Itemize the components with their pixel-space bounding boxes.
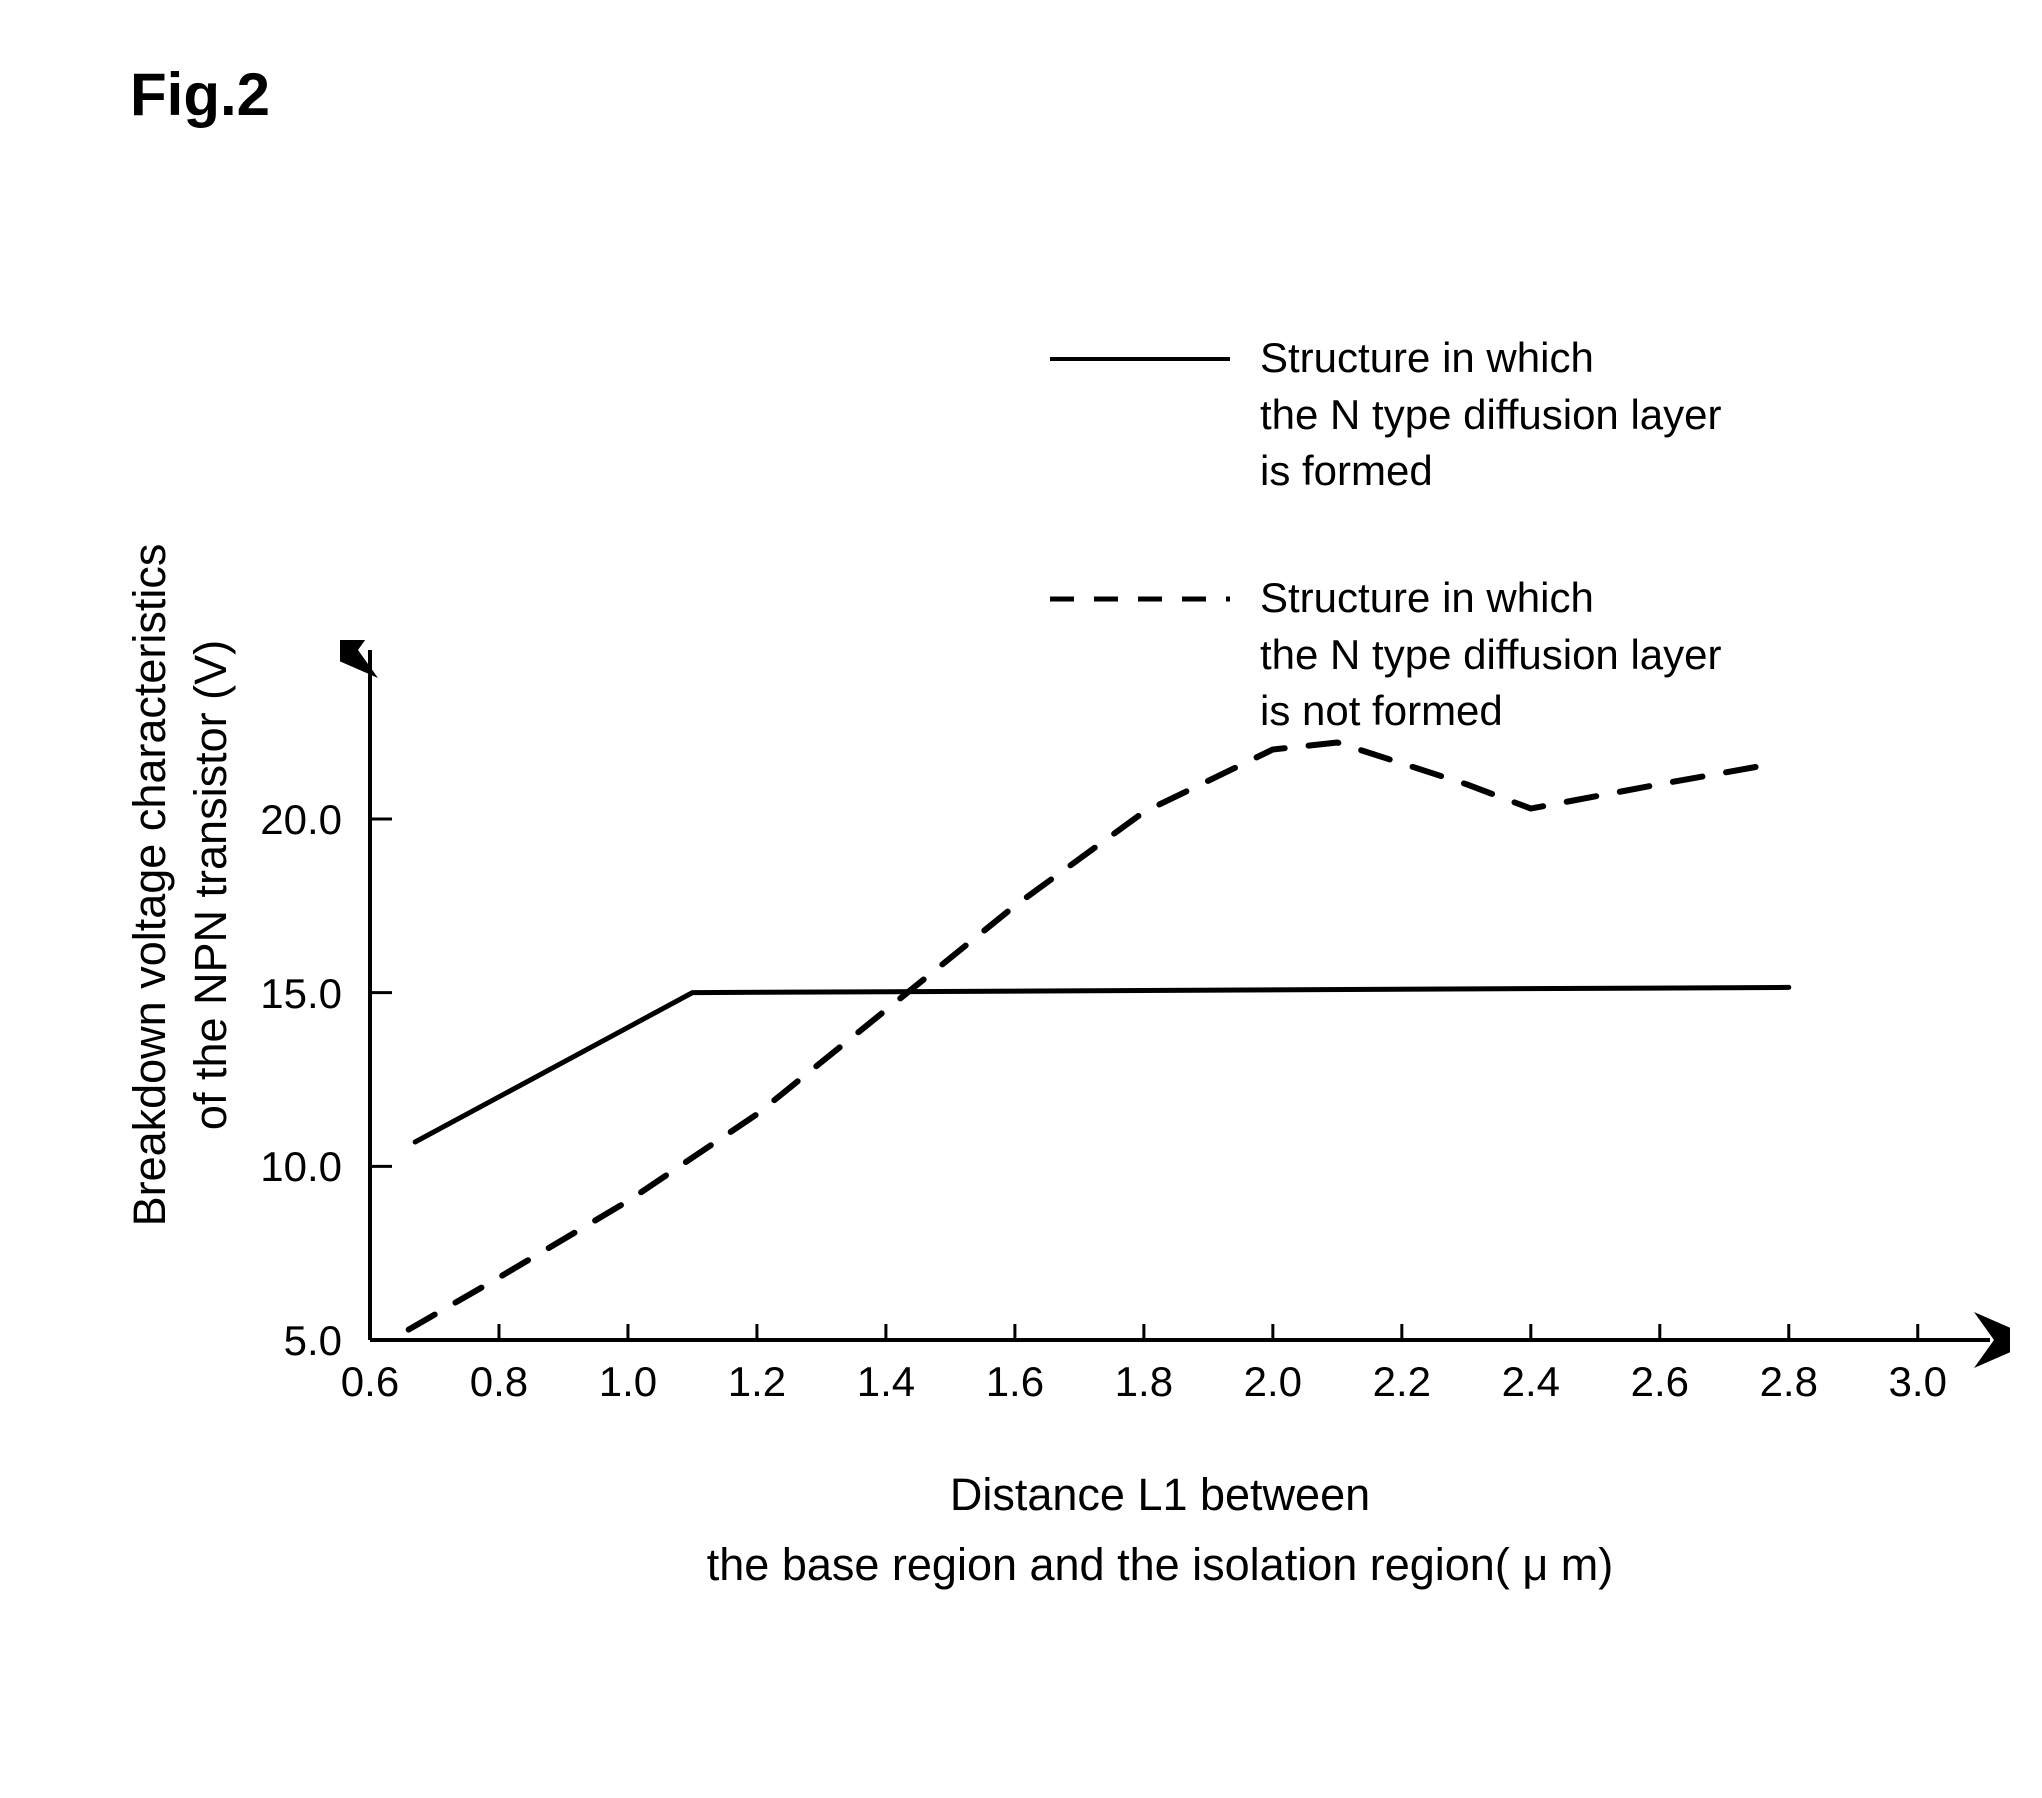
figure-title: Fig.2 xyxy=(130,60,270,129)
axis-tick-label: 2.6 xyxy=(1631,1358,1689,1406)
axis-tick-label: 1.6 xyxy=(986,1358,1044,1406)
axis-tick-label: 2.2 xyxy=(1373,1358,1431,1406)
axis-tick-label: 1.2 xyxy=(728,1358,786,1406)
axis-tick-label: 1.4 xyxy=(857,1358,915,1406)
axis-tick-label: 0.8 xyxy=(470,1358,528,1406)
axis-tick-label: 1.8 xyxy=(1115,1358,1173,1406)
axis-tick-label: 0.6 xyxy=(341,1358,399,1406)
axis-tick-label: 3.0 xyxy=(1889,1358,1947,1406)
axis-tick-label: 1.0 xyxy=(599,1358,657,1406)
axis-tick-label: 2.0 xyxy=(1244,1358,1302,1406)
axis-tick-label: 10.0 xyxy=(260,1143,342,1191)
series-n-type-formed xyxy=(415,987,1789,1142)
legend-label: Structure in which the N type diffusion … xyxy=(1260,330,1722,500)
axis-tick-label: 2.4 xyxy=(1502,1358,1560,1406)
axis-tick-label: 20.0 xyxy=(260,796,342,844)
page: Fig.2 Structure in which the N type diff… xyxy=(0,0,2042,1798)
axis-tick-label: 5.0 xyxy=(284,1317,342,1365)
chart-plot xyxy=(340,640,2010,1370)
legend-swatch xyxy=(1050,354,1230,364)
y-axis-label: Breakdown voltage characteristics of the… xyxy=(120,435,242,1335)
legend-item: Structure in which the N type diffusion … xyxy=(1050,330,1722,500)
x-axis-label: Distance L1 between the base region and … xyxy=(460,1460,1860,1600)
axis-tick-label: 15.0 xyxy=(260,970,342,1018)
legend-swatch xyxy=(1050,594,1230,604)
axis-tick-label: 2.8 xyxy=(1760,1358,1818,1406)
